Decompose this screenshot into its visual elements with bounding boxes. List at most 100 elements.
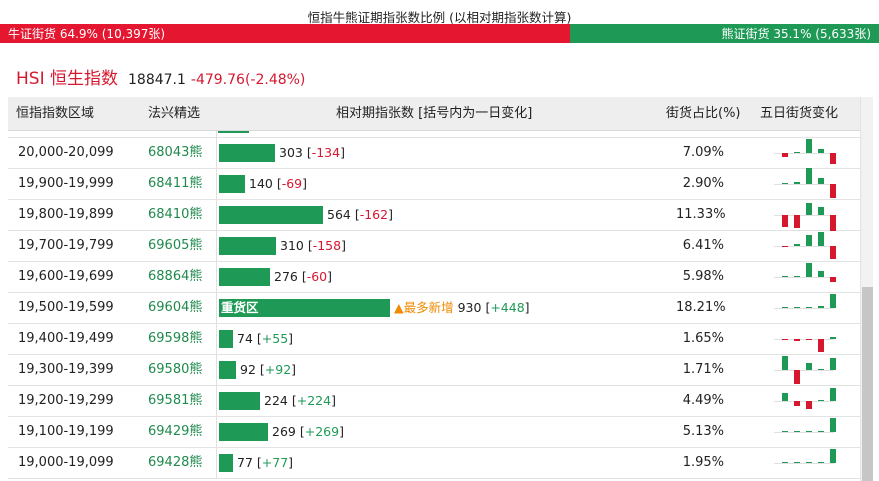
price-range: 19,900-19,999 — [18, 176, 114, 191]
contracts-bar — [219, 423, 268, 441]
warrant-code-link[interactable]: 69429熊 — [148, 424, 203, 439]
price-range: 19,600-19,699 — [18, 269, 114, 284]
price-range: 19,400-19,499 — [18, 331, 114, 346]
contracts-value: 310 [-158] — [280, 238, 346, 253]
index-change: -479.76(-2.48%) — [190, 72, 306, 88]
table-row[interactable]: 19,000-19,099 69428熊 77 [+77] 1.95% — [8, 448, 860, 479]
table-row-partial — [8, 131, 860, 138]
warrant-code-link[interactable]: 69581熊 — [148, 393, 203, 408]
five-day-bar — [818, 271, 824, 277]
contracts-bar-cell: 269 [+269] — [216, 417, 656, 447]
index-name[interactable]: HSI 恒生指数 — [16, 69, 118, 89]
scrollbar-thumb[interactable] — [862, 287, 873, 481]
street-share: 1.71% — [682, 362, 724, 377]
warrant-code-link[interactable]: 68043熊 — [148, 145, 203, 160]
contracts-number: 564 — [327, 207, 351, 222]
daily-change: -60 — [306, 269, 328, 284]
five-day-bar — [782, 307, 788, 308]
contracts-number: 224 — [264, 393, 288, 408]
table-row[interactable]: 19,800-19,899 68410熊 564 [-162] 11.33% — [8, 200, 860, 231]
mini-chart-axis — [774, 401, 834, 402]
price-range: 20,000-20,099 — [18, 145, 114, 160]
daily-change: -69 — [281, 176, 303, 191]
warrant-code-link[interactable]: 68410熊 — [148, 207, 203, 222]
five-day-bar — [818, 462, 824, 463]
contracts-value: 77 [+77] — [237, 455, 294, 470]
street-share: 5.13% — [682, 424, 724, 439]
table-row[interactable]: 19,500-19,599 69604熊 重货区 ▲最多新增 930 [+448] 18… — [8, 293, 860, 324]
five-day-bar — [794, 431, 800, 432]
daily-change: -158 — [312, 238, 342, 253]
five-day-bar — [794, 152, 800, 153]
five-day-bar — [818, 232, 824, 246]
contracts-bar-cell: 310 [-158] — [216, 231, 656, 261]
five-day-bar — [818, 339, 824, 352]
five-day-bar — [806, 263, 812, 277]
contracts-bar — [219, 175, 245, 193]
five-day-change-chart — [774, 138, 836, 168]
five-day-bar — [782, 462, 788, 463]
five-day-bar — [818, 207, 824, 215]
daily-change: -134 — [311, 145, 341, 160]
price-range: 19,100-19,199 — [18, 424, 114, 439]
contracts-bar-cell: 276 [-60] — [216, 262, 656, 292]
index-quote: HSI 恒生指数 18847.1 -479.76(-2.48%) — [16, 64, 305, 89]
contracts-bar — [219, 330, 233, 348]
header-five-day: 五日街货变化 — [760, 106, 839, 121]
five-day-bar — [782, 339, 788, 340]
contracts-number: 92 — [240, 362, 256, 377]
price-range: 19,500-19,599 — [18, 300, 114, 315]
five-day-bar — [782, 393, 788, 401]
most-added-badge: ▲最多新增 — [394, 300, 454, 315]
contracts-bar-cell: 564 [-162] — [216, 200, 656, 230]
daily-change: +92 — [264, 362, 292, 377]
five-day-change-chart — [774, 386, 836, 416]
contracts-value: 269 [+269] — [272, 424, 344, 439]
table-row[interactable]: 19,200-19,299 69581熊 224 [+224] 4.49% — [8, 386, 860, 417]
mini-chart-axis — [774, 308, 834, 309]
warrant-code-link[interactable]: 68864熊 — [148, 269, 203, 284]
table-row[interactable]: 19,400-19,499 69598熊 74 [+55] 1.65% — [8, 324, 860, 355]
contracts-value: 140 [-69] — [249, 176, 308, 191]
warrant-code-link[interactable]: 69428熊 — [148, 455, 203, 470]
table-row[interactable]: 19,700-19,799 69605熊 310 [-158] 6.41% — [8, 231, 860, 262]
contracts-bar — [219, 392, 260, 410]
warrant-code-link[interactable]: 69605熊 — [148, 238, 203, 253]
five-day-bar — [818, 369, 824, 370]
daily-change: +77 — [261, 455, 289, 470]
five-day-bar — [830, 337, 836, 339]
price-range: 19,800-19,899 — [18, 207, 114, 222]
five-day-bar — [830, 358, 836, 370]
contracts-value: 92 [+92] — [240, 362, 297, 377]
bear-share-segment: 熊证街货 35.1% (5,633张) — [570, 24, 879, 43]
five-day-bar — [782, 183, 788, 184]
contracts-bar-cell: 重货区 ▲最多新增 930 [+448] — [216, 293, 656, 323]
five-day-change-chart — [774, 168, 836, 199]
contracts-bar-cell: 303 [-134] — [216, 138, 656, 168]
warrant-code-link[interactable]: 69604熊 — [148, 300, 203, 315]
vertical-scrollbar[interactable] — [860, 97, 873, 481]
price-range: 19,700-19,799 — [18, 238, 114, 253]
five-day-change-chart — [774, 324, 836, 354]
five-day-change-chart — [774, 262, 836, 292]
table-row[interactable]: 19,900-19,999 68411熊 140 [-69] 2.90% — [8, 168, 860, 200]
contracts-value: 303 [-134] — [279, 145, 345, 160]
five-day-bar — [794, 215, 800, 228]
five-day-bar — [794, 244, 800, 246]
street-share: 2.90% — [682, 176, 724, 191]
five-day-bar — [818, 178, 824, 184]
warrant-code-link[interactable]: 69598熊 — [148, 331, 203, 346]
table-row[interactable]: 19,100-19,199 69429熊 269 [+269] 5.13% — [8, 417, 860, 448]
table-row[interactable]: 19,300-19,399 69580熊 92 [+92] 1.71% — [8, 355, 860, 386]
daily-change: +55 — [261, 331, 289, 346]
table-row[interactable]: 20,000-20,099 68043熊 303 [-134] 7.09% — [8, 138, 860, 169]
five-day-bar — [794, 462, 800, 463]
contracts-number: 77 — [237, 455, 253, 470]
warrant-code-link[interactable]: 69580熊 — [148, 362, 203, 377]
five-day-bar — [806, 235, 812, 246]
mini-chart-axis — [774, 463, 834, 464]
table-row[interactable]: 19,600-19,699 68864熊 276 [-60] 5.98% — [8, 262, 860, 293]
five-day-bar — [818, 149, 824, 153]
bear-share-label: 熊证街货 35.1% (5,633张) — [721, 27, 871, 41]
warrant-code-link[interactable]: 68411熊 — [148, 176, 203, 191]
